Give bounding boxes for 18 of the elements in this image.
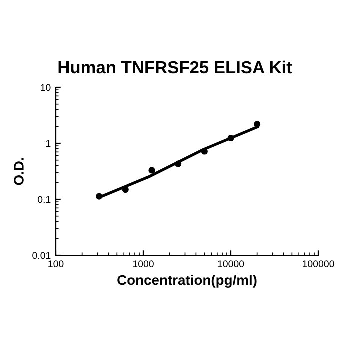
point [201,148,208,155]
point [96,193,103,200]
x-tick-label: 1000 [133,260,154,268]
y-tick-label: 0.01 [32,252,51,260]
x-tick-label: 10000 [218,260,244,268]
y-axis-title: O.D. [14,158,24,186]
x-axis-title: Concentration(pg/ml) [118,274,257,288]
point [175,160,182,168]
point [254,121,261,128]
y-tick-label: 10 [41,84,51,92]
x-tick-label: 100000 [303,260,334,268]
y-tick-label: 1 [46,140,51,148]
point [228,134,234,142]
point [148,167,156,174]
chart-title: Human TNFRSF25 ELISA Kit [58,60,292,74]
y-tick-label: 0.1 [38,196,51,204]
point [122,186,129,194]
x-tick-label: 100 [48,260,64,268]
